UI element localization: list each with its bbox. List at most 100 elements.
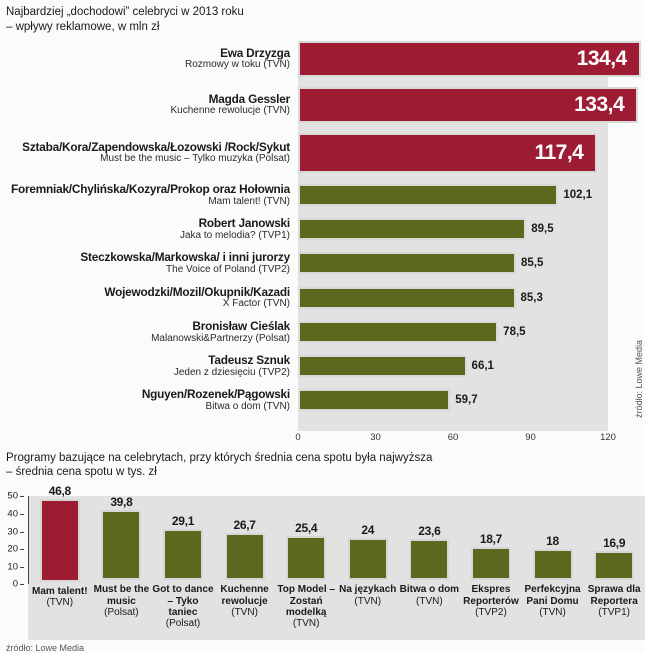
bar-column: 39,8 Must be the music (Polsat) [91, 484, 153, 640]
x-tick-label: 120 [600, 431, 616, 443]
bar-row: Sztaba/Kora/Zapendowska/Łozowski /Rock/S… [0, 132, 645, 173]
program-name: Mam talent! [32, 585, 88, 597]
y-tick-mark [20, 566, 24, 568]
bar: 134,4 [298, 40, 641, 77]
celebrity-name: Sztaba/Kora/Zapendowska/Łozowski /Rock/S… [22, 139, 290, 154]
bar-label: Steczkowska/Markowska/ i inni jurorzy The… [0, 251, 298, 275]
x-tick-label: 60 [447, 431, 459, 443]
bar-row: Wojewodzki/Mozil/Okupnik/Kazadi X Factor … [0, 284, 645, 310]
top-chart-title: Najbardziej „dochodowi” celebryci w 2013… [6, 6, 244, 18]
bar [298, 355, 467, 378]
bar [347, 538, 388, 581]
bar-value: 85,5 [521, 257, 544, 270]
program-name: Na językach [339, 584, 397, 596]
x-tick-label: 90 [525, 431, 536, 443]
program-name: Kuchenne rewolucje [220, 584, 269, 607]
y-tick-label: 50 [7, 490, 18, 502]
bar-row: Foremniak/Chylińska/Kozyra/Prokop oraz H… [0, 183, 645, 207]
bar-value: 18,7 [479, 532, 503, 547]
program-name: Ekspres Reporterów [463, 584, 519, 607]
bar-label: Must be the music (Polsat) [91, 580, 153, 640]
bottom-chart-y-axis-line [28, 496, 29, 585]
bar [594, 550, 635, 581]
y-tick-label: 40 [7, 508, 18, 520]
x-tick-label: 30 [370, 431, 381, 443]
y-tick-mark [20, 584, 24, 586]
y-tick-mark [20, 496, 24, 498]
bar-row: Bronisław Cieślak Malanowski&Partnerzy (P… [0, 320, 645, 344]
y-tick-mark [20, 513, 24, 515]
bar-row: Nguyen/Rozenek/Pągowski Bitwa o dom (TVN)… [0, 388, 645, 412]
bar-row: Ewa Drzyzga Rozmowy w toku (TVN) 134,4 [0, 40, 645, 77]
bar-column: 29,1 Got to dance – Tyko taniec (Polsat) [152, 484, 214, 640]
bar [298, 320, 499, 343]
program-name: Rozmowy w toku (TVN) [184, 59, 290, 71]
bar-column: 18,7 Ekspres Reporterów (TVP2) [460, 484, 522, 640]
celebrity-name: Robert Janowski [198, 216, 291, 231]
bar-column: 23,6 Bitwa o dom (TVN) [399, 484, 461, 640]
program-name: Jaka to melodia? (TVP1) [179, 229, 290, 241]
bar-value: 24 [361, 523, 375, 538]
bar-column: 26,7 Kuchenne rewolucje (TVN) [214, 484, 276, 640]
bar-label: Foremniak/Chylińska/Kozyra/Prokop oraz H… [0, 183, 298, 207]
bar-label: Ekspres Reporterów (TVP2) [460, 580, 522, 640]
y-tick-mark [20, 531, 24, 533]
bar-row: Steczkowska/Markowska/ i inni jurorzy The… [0, 251, 645, 275]
bar-value: 117,4 [534, 140, 584, 164]
bar-value: 18 [546, 533, 559, 548]
bar-label: Robert Janowski Jaka to melodia? (TVP1) [0, 217, 298, 241]
bar-value: 26,7 [233, 518, 256, 533]
program-name: The Voice of Poland (TVP2) [166, 264, 290, 276]
bar-value: 85,3 [520, 291, 543, 304]
bar-label: Top Model – Zostań modelką (TVN) [275, 580, 337, 640]
program-name: Must be the music [93, 584, 150, 607]
bar-label: Sztaba/Kora/Zapendowska/Łozowski /Rock/S… [0, 141, 298, 165]
bar [470, 547, 511, 581]
bar-column: 16,9 Sprawa dla Reportera (TVP1) [583, 484, 645, 640]
bar [298, 389, 451, 412]
bar [409, 538, 450, 581]
program-name: Jeden z dziesięciu (TVP2) [173, 366, 290, 378]
bottom-chart-y-axis: 50 40 30 20 10 0 [0, 491, 24, 590]
bottom-chart-source: źródło: Lowe Media [6, 643, 85, 653]
y-tick-label: 0 [12, 578, 18, 590]
bar-row: Magda Gessler Kuchenne rewolucje (TVN) 133… [0, 86, 645, 123]
top-chart-plot: Ewa Drzyzga Rozmowy w toku (TVN) 134,4 Magd… [0, 40, 645, 431]
top-chart-x-axis: 0 30 60 90 120 [295, 431, 616, 445]
celebrity-name: Steczkowska/Markowska/ i inni jurorzy [80, 250, 290, 265]
bar-value: 46,8 [48, 484, 71, 499]
bar-column: 25,4 Top Model – Zostań modelką (TVN) [275, 484, 337, 640]
celebrity-name: Wojewodzki/Mozil/Okupnik/Kazadi [104, 284, 290, 299]
bar-label: Kuchenne rewolucje (TVN) [214, 580, 276, 640]
celebrity-name: Nguyen/Rozenek/Pągowski [141, 387, 290, 402]
bar [224, 533, 265, 581]
bar-value: 66,1 [471, 360, 494, 373]
program-name: Perfekcyjna Pani Domu [524, 584, 581, 607]
channel-name: (TVN) [231, 606, 258, 618]
bar [298, 218, 527, 241]
bottom-chart-bars: 46,8 Mam talent! (TVN) 39,8 Must be the musi… [29, 484, 645, 640]
bar-row: Tadeusz Sznuk Jeden z dziesięciu (TVP2) 66… [0, 354, 645, 378]
bar-label: Nguyen/Rozenek/Pągowski Bitwa o dom (TVN) [0, 388, 298, 412]
bar-row: Robert Janowski Jaka to melodia? (TVP1) 89… [0, 217, 645, 241]
bar-label: Tadeusz Sznuk Jeden z dziesięciu (TVP2) [0, 354, 298, 378]
y-tick-label: 10 [7, 561, 18, 573]
bar [286, 535, 327, 581]
bar [298, 183, 559, 206]
channel-name: (TVN) [539, 606, 566, 618]
bar [162, 529, 203, 581]
program-name: Got to dance – Tyko taniec [152, 584, 214, 618]
channel-name: (TVN) [354, 595, 382, 607]
bottom-chart-plot: 50 40 30 20 10 0 46,8 Mam talent! (TVN) 39,8 Must… [0, 484, 645, 641]
channel-name: (TVN) [46, 596, 74, 608]
program-name: Bitwa o dom (TVN) [205, 401, 290, 413]
bar-column: 24 Na językach (TVN) [337, 484, 399, 640]
bar: 117,4 [298, 132, 598, 173]
top-chart-source: źródło: Lowe Media [634, 340, 644, 419]
bar: 133,4 [298, 86, 639, 123]
bar-column: 18 Perfekcyjna Pani Domu (TVN) [522, 484, 584, 640]
bar [39, 499, 80, 582]
bar-label: Bronisław Cieślak Malanowski&Partnerzy (P… [0, 320, 298, 344]
bar-value: 29,1 [171, 514, 195, 529]
bar-value: 102,1 [563, 188, 593, 201]
